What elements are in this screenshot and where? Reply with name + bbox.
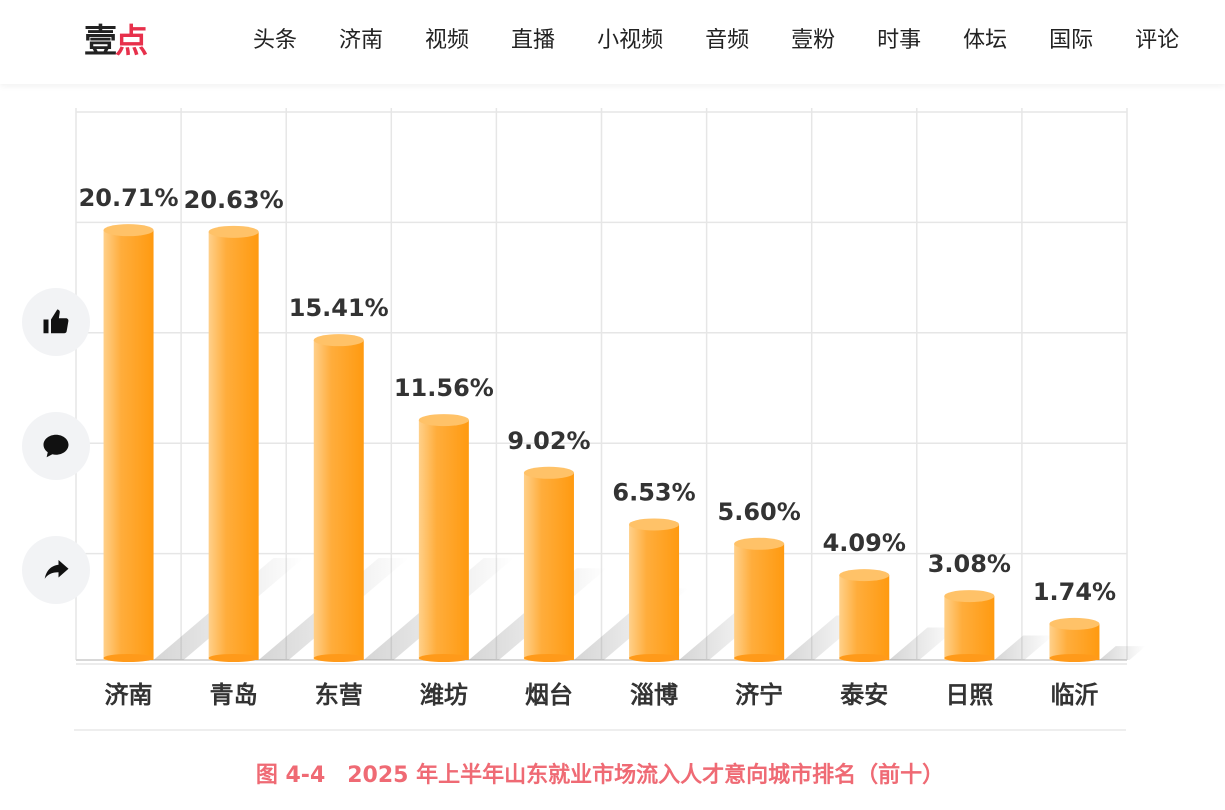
- bar-cap: [418, 414, 469, 427]
- category-label: 济南: [105, 681, 153, 709]
- nav-item-sports[interactable]: 体坛: [963, 28, 1008, 53]
- value-labels: 20.71% 20.63% 15.41% 11.56% 9.02% 6.53% 5.60% 4…: [79, 184, 1117, 606]
- site-logo[interactable]: 壹点: [84, 16, 148, 60]
- bar-日照: [944, 596, 995, 660]
- bar-base: [103, 654, 154, 662]
- thumbs-up-icon: [43, 309, 69, 334]
- share-sidebar: [22, 288, 92, 660]
- nav-item-short-video[interactable]: 小视频: [597, 28, 664, 53]
- bar-cap: [944, 590, 995, 603]
- comment-button[interactable]: [22, 412, 90, 480]
- bar-泰安: [839, 575, 890, 660]
- bar-cap: [523, 466, 574, 479]
- bar-cap: [629, 518, 680, 531]
- bar-base: [208, 654, 259, 662]
- category-label: 东营: [315, 681, 363, 709]
- bar-base: [734, 654, 785, 662]
- category-label: 潍坊: [420, 681, 468, 709]
- bar-chart: 20.71% 20.63% 15.41% 11.56% 9.02% 6.53% 5.60% 4…: [75, 108, 1146, 709]
- category-label: 青岛: [210, 681, 258, 709]
- share-icon: [44, 560, 69, 579]
- nav-item-audio[interactable]: 音频: [705, 28, 750, 53]
- bar-base: [523, 654, 574, 662]
- value-label: 6.53%: [612, 478, 695, 506]
- bar-cap: [734, 537, 785, 550]
- bar-cap: [1049, 617, 1100, 630]
- nav-item-toutiao[interactable]: 头条: [253, 28, 298, 53]
- bar-cap: [208, 225, 259, 238]
- value-label: 20.71%: [79, 184, 179, 212]
- category-label: 烟台: [525, 681, 573, 709]
- chart-bars: [103, 224, 1100, 662]
- bar-shadow: [889, 627, 958, 660]
- bar-烟台: [523, 472, 574, 660]
- value-label: 20.63%: [184, 186, 284, 214]
- bar-base: [944, 654, 995, 662]
- bar-cap: [839, 569, 890, 582]
- bar-济宁: [734, 543, 785, 660]
- site-header: 壹点 头条 济南 视频 直播 小视频 音频 壹粉 时事 体坛 国际 评论: [0, 0, 1225, 84]
- bar-shadow: [994, 635, 1054, 660]
- bar-base: [313, 654, 364, 662]
- value-label: 15.41%: [289, 294, 389, 322]
- bar-cap: [313, 334, 364, 347]
- value-label: 5.60%: [718, 498, 801, 526]
- category-label: 泰安: [840, 681, 888, 709]
- nav-item-video[interactable]: 视频: [425, 28, 470, 53]
- nav-item-fans[interactable]: 壹粉: [791, 28, 836, 53]
- value-label: 4.09%: [823, 529, 906, 557]
- bar-base: [1049, 654, 1100, 662]
- bar-淄博: [629, 524, 680, 660]
- category-label: 淄博: [630, 681, 678, 709]
- nav-item-current-affairs[interactable]: 时事: [877, 28, 922, 53]
- nav-item-commentary[interactable]: 评论: [1135, 28, 1180, 53]
- value-label: 3.08%: [928, 550, 1011, 578]
- logo-main-text: 壹: [84, 21, 117, 60]
- share-button[interactable]: [22, 536, 90, 604]
- nav-item-live[interactable]: 直播: [511, 28, 556, 53]
- category-label: 济宁: [735, 681, 783, 709]
- top-nav: 头条 济南 视频 直播 小视频 音频 壹粉 时事 体坛 国际 评论: [232, 0, 1200, 76]
- category-label: 日照: [945, 681, 993, 709]
- figure-caption: 图 4-4 2025 年上半年山东就业市场流入人才意向城市排名（前十）: [255, 763, 945, 788]
- category-label: 临沂: [1050, 681, 1098, 709]
- bar-青岛: [208, 231, 259, 660]
- like-button[interactable]: [22, 288, 90, 356]
- bar-base: [418, 654, 469, 662]
- nav-item-jinan[interactable]: 济南: [339, 28, 384, 53]
- bar-济南: [103, 230, 154, 661]
- comment-icon: [43, 434, 69, 458]
- bar-潍坊: [418, 420, 469, 660]
- bar-base: [839, 654, 890, 662]
- value-label: 1.74%: [1033, 578, 1116, 606]
- nav-item-international[interactable]: 国际: [1049, 28, 1094, 53]
- bar-cap: [103, 224, 154, 237]
- bar-东营: [313, 340, 364, 660]
- value-label: 9.02%: [507, 427, 590, 455]
- bar-临沂: [1049, 623, 1100, 660]
- category-labels: 济南 青岛 东营 潍坊 烟台 淄博 济宁 泰安 日照 临沂: [105, 681, 1099, 709]
- chart-figure: 20.71% 20.63% 15.41% 11.56% 9.02% 6.53% 5.60% 4…: [0, 84, 1225, 810]
- bar-shadow: [1099, 646, 1146, 660]
- logo-accent-text: 点: [115, 21, 148, 60]
- caption-divider: [74, 729, 1126, 731]
- value-label: 11.56%: [394, 374, 494, 402]
- bar-base: [629, 654, 680, 662]
